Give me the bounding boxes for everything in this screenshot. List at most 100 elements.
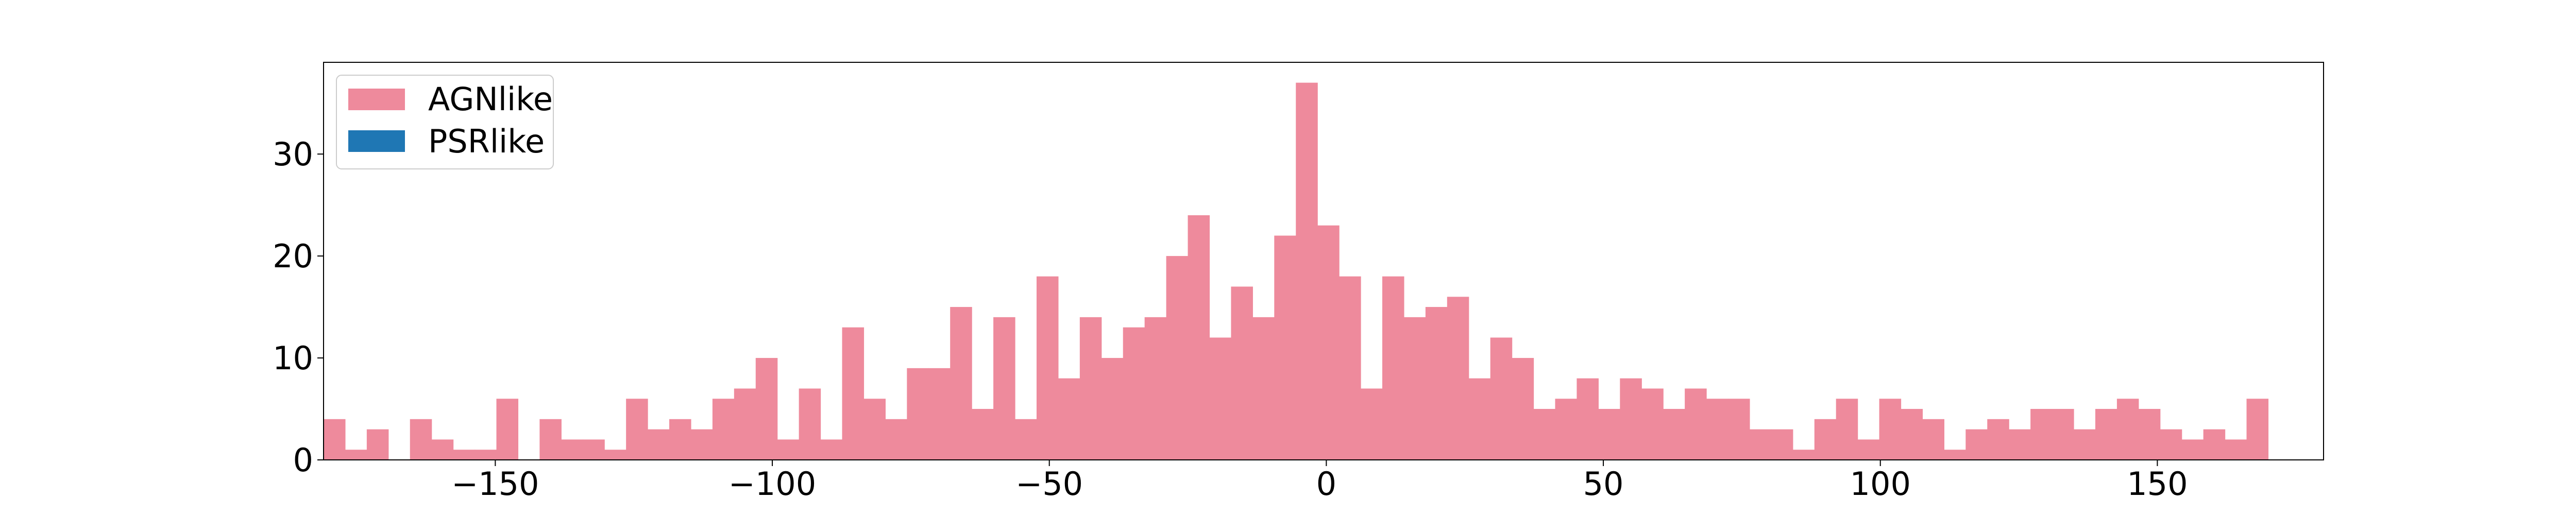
histogram-bar — [1771, 429, 1793, 460]
histogram-bar — [1879, 399, 1902, 460]
histogram-bar — [1252, 317, 1275, 460]
legend-label-psrlike: PSRlike — [428, 123, 545, 160]
x-tick-label: −150 — [451, 465, 539, 503]
legend-swatch-agnlike — [348, 89, 405, 110]
histogram-bar — [1101, 358, 1124, 460]
histogram-bar — [324, 419, 346, 460]
histogram-bar — [2225, 439, 2247, 460]
histogram-bar — [1728, 399, 1750, 460]
histogram-bar — [1015, 419, 1037, 460]
histogram-bar — [1555, 399, 1578, 460]
histogram-bar — [1641, 388, 1664, 460]
histogram-bar — [2052, 409, 2074, 460]
histogram-bar — [2160, 429, 2182, 460]
histogram-bar — [1512, 358, 1534, 460]
x-tick-label: 0 — [1316, 465, 1336, 503]
histogram-bar — [1403, 317, 1426, 460]
histogram-bar — [1944, 450, 1966, 460]
y-tick-label: 20 — [273, 237, 313, 275]
histogram-bar — [972, 409, 994, 460]
histogram-bar — [2181, 439, 2204, 460]
ticks-layer: −150 −100 −50 0 50 100 150 0 10 20 30 — [273, 135, 2188, 503]
histogram-bar — [1663, 409, 1685, 460]
histogram-bar — [1598, 409, 1620, 460]
histogram-bar — [1685, 388, 1707, 460]
x-tick-label: −100 — [728, 465, 816, 503]
y-tick-label: 30 — [273, 135, 313, 173]
histogram-bar — [885, 419, 907, 460]
histogram-bar — [1447, 297, 1469, 460]
histogram-bar — [1533, 409, 1556, 460]
histogram-bar — [1490, 337, 1513, 460]
y-tick-label: 0 — [293, 441, 313, 479]
histogram-bar — [474, 450, 497, 460]
histogram-bar — [539, 419, 562, 460]
x-tick-label: 150 — [2127, 465, 2188, 503]
bars-layer — [324, 82, 2269, 460]
histogram-bar — [950, 307, 972, 460]
histogram-bar — [863, 399, 886, 460]
histogram-bar — [1209, 337, 1232, 460]
histogram-bar — [712, 399, 735, 460]
histogram-bar — [1425, 307, 1448, 460]
histogram-bar — [1144, 317, 1167, 460]
histogram-bar — [842, 327, 865, 460]
histogram-bar — [604, 450, 626, 460]
histogram-bar — [1123, 327, 1145, 460]
histogram-bar — [1188, 215, 1210, 460]
histogram-bar — [777, 439, 800, 460]
histogram-bar — [669, 419, 691, 460]
histogram-bar — [1836, 399, 1858, 460]
histogram-bar — [1749, 429, 1772, 460]
histogram-bar — [1965, 429, 1988, 460]
y-tick-label: 10 — [273, 339, 313, 377]
histogram-bar — [2203, 429, 2226, 460]
histogram-bar — [2116, 399, 2139, 460]
histogram-bar — [1036, 276, 1059, 460]
histogram-bar — [820, 439, 843, 460]
histogram-bar — [1857, 439, 1880, 460]
histogram-bar — [734, 388, 756, 460]
histogram-bar — [1901, 409, 1923, 460]
histogram-bar — [1296, 82, 1318, 460]
histogram-bar — [1274, 235, 1296, 460]
histogram-bar — [1814, 419, 1837, 460]
x-tick-label: −50 — [1015, 465, 1083, 503]
histogram-bar — [2030, 409, 2053, 460]
histogram-bar — [755, 358, 778, 460]
histogram-bar — [1468, 378, 1491, 460]
histogram-bar — [1987, 419, 2009, 460]
histogram-bar — [2246, 399, 2269, 460]
histogram-bar — [496, 399, 519, 460]
histogram-bar — [2074, 429, 2096, 460]
histogram-bar — [1079, 317, 1102, 460]
histogram-bar — [1166, 256, 1189, 460]
histogram-bar — [583, 439, 605, 460]
histogram-bar — [928, 368, 951, 460]
histogram-bar — [1706, 399, 1728, 460]
histogram-bar — [1058, 378, 1080, 460]
histogram-bar — [2138, 409, 2161, 460]
histogram-bar — [690, 429, 713, 460]
histogram-bar — [410, 419, 432, 460]
x-tick-label: 100 — [1850, 465, 1911, 503]
histogram-bar — [1361, 388, 1383, 460]
histogram-bar — [1620, 378, 1642, 460]
histogram-bar — [345, 450, 367, 460]
histogram-bar — [1577, 378, 1599, 460]
x-tick-label: 50 — [1583, 465, 1624, 503]
histogram-bar — [1231, 286, 1253, 460]
histogram-bar — [648, 429, 670, 460]
legend: AGNlike PSRlike — [336, 75, 554, 169]
histogram-bar — [626, 399, 648, 460]
histogram-bar — [2095, 409, 2117, 460]
histogram-bar — [453, 450, 476, 460]
histogram-bar — [431, 439, 454, 460]
histogram-bar — [799, 388, 821, 460]
legend-label-agnlike: AGNlike — [428, 80, 553, 118]
histogram-bar — [366, 429, 389, 460]
histogram-bar — [2009, 429, 2031, 460]
plot-frame — [323, 62, 2324, 460]
histogram-bar — [1922, 419, 1944, 460]
